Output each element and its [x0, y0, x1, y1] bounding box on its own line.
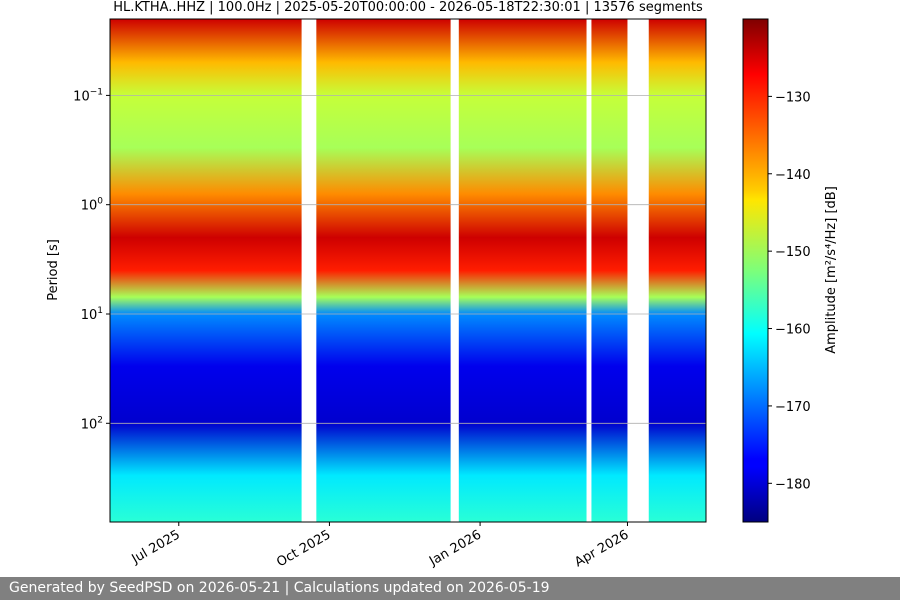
y-tick-exponent: 1 — [97, 306, 103, 316]
data-gaps — [301, 19, 649, 522]
y-tick-base: 10 — [81, 308, 98, 323]
data-gap — [586, 19, 592, 522]
colorbar-tick-label: −180 — [775, 477, 811, 492]
grid-lines — [110, 94, 706, 424]
y-tick-label: 102 — [81, 415, 103, 432]
x-axis: Jul 2025 Oct 2025 Jan 2026 Apr 2026 — [129, 522, 631, 570]
data-gap — [627, 19, 649, 522]
x-tick-label: Apr 2026 — [572, 527, 631, 570]
y-tick-base: 10 — [73, 89, 90, 104]
colorbar-label: Amplitude [m²/s⁴/Hz] [dB] — [824, 186, 839, 354]
psd-heatmap-fill — [110, 19, 706, 522]
psd-heatmap — [110, 19, 706, 522]
y-tick-label: 100 — [81, 197, 104, 214]
colorbar-tick-label: −170 — [775, 400, 811, 415]
footer-text: Generated by SeedPSD on 2026-05-21 | Cal… — [9, 580, 550, 596]
y-tick-exponent: −1 — [90, 87, 103, 97]
colorbar-ticks: −130 −140 −150 −160 −170 −180 — [768, 90, 811, 492]
y-tick-base: 10 — [81, 417, 98, 432]
plot-frame — [109, 18, 707, 523]
y-tick-base: 10 — [81, 199, 98, 214]
colorbar-tick-label: −150 — [775, 245, 811, 260]
y-tick-label: 101 — [81, 306, 103, 323]
y-tick-exponent: 2 — [97, 415, 103, 425]
colorbar — [742, 18, 769, 523]
data-gap — [450, 19, 459, 522]
x-tick-label: Jan 2026 — [426, 527, 484, 569]
y-axis-label: Period [s] — [46, 239, 61, 301]
colorbar-tick-label: −160 — [775, 323, 811, 338]
y-tick-exponent: 0 — [97, 197, 103, 207]
data-gap — [301, 19, 317, 522]
chart-title: HL.KTHA..HHZ | 100.0Hz | 2025-05-20T00:0… — [113, 0, 703, 15]
x-tick-label: Oct 2025 — [274, 527, 333, 570]
colorbar-tick-label: −130 — [775, 90, 811, 105]
y-tick-label: 10−1 — [73, 87, 103, 104]
x-tick-label: Jul 2025 — [129, 527, 183, 567]
footer-bar: Generated by SeedPSD on 2026-05-21 | Cal… — [0, 577, 900, 600]
colorbar-tick-label: −140 — [775, 168, 811, 183]
